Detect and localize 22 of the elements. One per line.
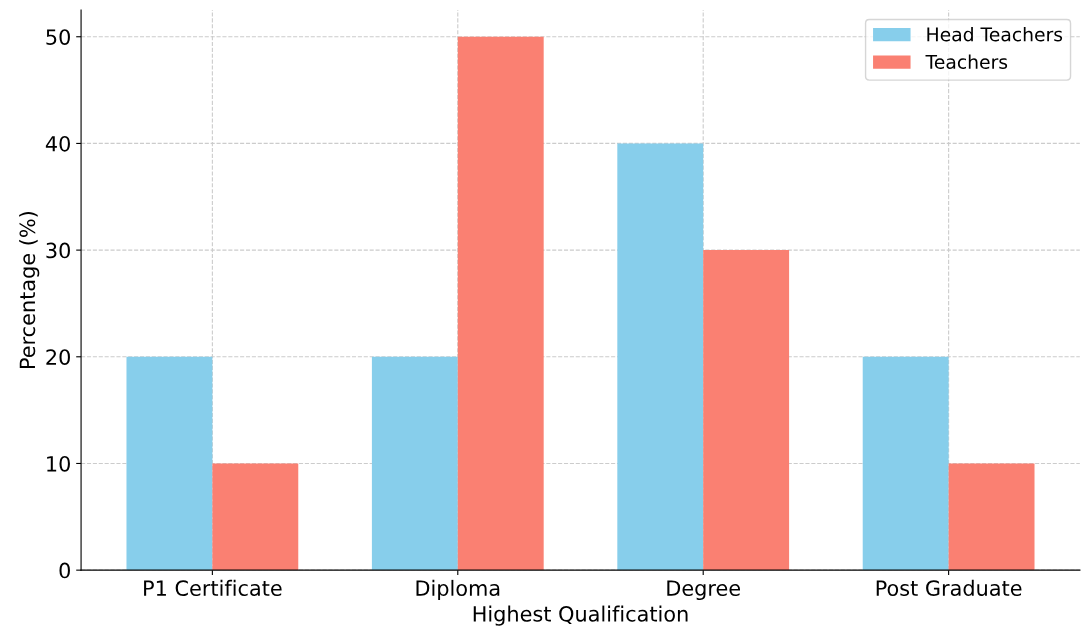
legend-label: Head Teachers <box>927 26 1063 42</box>
y-tick-label: 10 <box>47 455 70 472</box>
y-tick-label: 50 <box>46 29 70 45</box>
bar <box>617 143 704 571</box>
y-tick-label: 40 <box>45 135 70 152</box>
bar <box>703 250 790 571</box>
y-tick-label: 30 <box>46 242 70 259</box>
bar <box>212 463 299 571</box>
x-tick-label: P1 Certificate <box>144 579 282 596</box>
x-axis-title: Highest Qualification <box>473 605 688 626</box>
y-axis-title: Percentage (%) <box>19 211 40 368</box>
bar <box>948 463 1035 571</box>
bar <box>457 36 544 571</box>
x-tick-label: Degree <box>667 580 740 601</box>
x-tick-label: Post Graduate <box>876 579 1022 596</box>
y-tick-label: 0 <box>59 562 70 579</box>
x-tick-label: Diploma <box>416 579 500 601</box>
legend-label: Teachers <box>925 54 1008 69</box>
y-tick-label: 20 <box>46 349 70 365</box>
bar <box>126 356 213 571</box>
bar <box>371 356 458 571</box>
bar <box>862 356 949 571</box>
